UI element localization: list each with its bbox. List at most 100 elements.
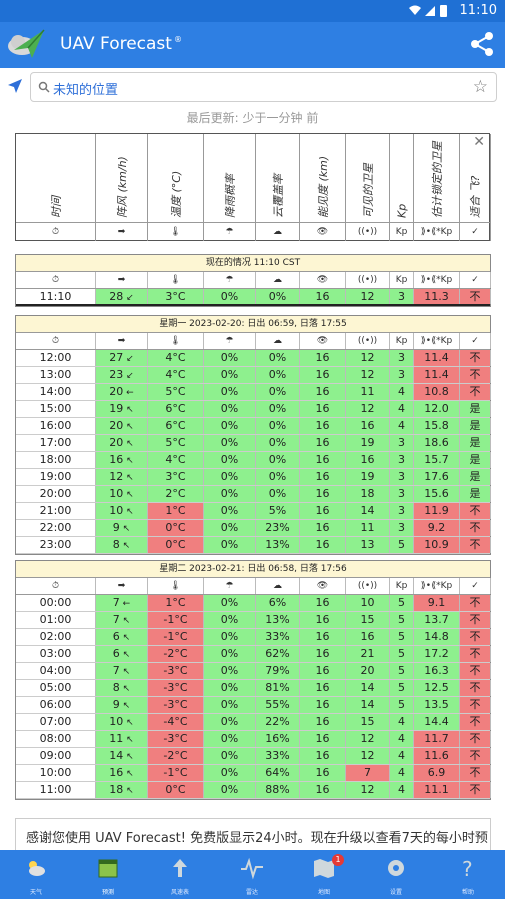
cell-vis: 16 xyxy=(300,765,346,781)
nav-item-gear[interactable]: 设置 xyxy=(360,850,432,899)
table-row[interactable]: 04:00 7 ↖ -3°C 0% 79% 16 20 5 16.3 不 xyxy=(16,663,491,680)
nav-item-weather[interactable]: 天气 xyxy=(0,850,72,899)
search-input[interactable]: 未知的位置 ☆ xyxy=(30,72,497,102)
icon-cell-temp: 🌡 xyxy=(148,333,204,349)
cell-locked: 10.9 xyxy=(414,537,460,553)
cell-locked: 11.9 xyxy=(414,503,460,519)
cell-rain: 0% xyxy=(204,367,256,383)
column-label-gust: 阵风 (km/h) xyxy=(115,156,129,218)
cell-cloud: 33% xyxy=(256,629,300,645)
table-row[interactable]: 16:00 20 ↖ 6°C 0% 0% 16 16 4 15.8 是 xyxy=(16,418,491,435)
cell-gust: 20 ↖ xyxy=(96,418,148,434)
cell-time: 08:00 xyxy=(16,731,96,747)
wind-direction-icon: ↖ xyxy=(123,473,134,483)
table-row[interactable]: 01:00 7 ↖ -1°C 0% 13% 16 15 5 13.7 不 xyxy=(16,612,491,629)
cell-locked: 18.6 xyxy=(414,435,460,451)
cell-rain: 0% xyxy=(204,452,256,468)
cell-time: 21:00 xyxy=(16,503,96,519)
icon-cell-time: ⏱ xyxy=(16,333,96,349)
cell-temp: -2°C xyxy=(148,646,204,662)
nav-item-wind-arrow[interactable]: 风速表 xyxy=(144,850,216,899)
cell-sats: 11 xyxy=(346,520,390,536)
cell-vis: 16 xyxy=(300,731,346,747)
table-row[interactable]: 05:00 8 ↖ -3°C 0% 81% 16 14 5 12.5 不 xyxy=(16,680,491,697)
cell-gust: 20 ↖ xyxy=(96,435,148,451)
cell-fly: 是 xyxy=(460,418,491,434)
table-row[interactable]: 00:00 7 ← 1°C 0% 6% 16 10 5 9.1 不 xyxy=(16,595,491,612)
cell-gust: 11 ↖ xyxy=(96,731,148,747)
cell-rain: 0% xyxy=(204,663,256,679)
cell-locked: 9.1 xyxy=(414,595,460,611)
cell-locked: 15.7 xyxy=(414,452,460,468)
cell-temp: -3°C xyxy=(148,680,204,696)
cell-fly: 不 xyxy=(460,612,491,628)
table-row[interactable]: 08:00 11 ↖ -3°C 0% 16% 16 12 4 11.7 不 xyxy=(16,731,491,748)
nav-item-pulse[interactable]: 雷达 xyxy=(216,850,288,899)
share-icon[interactable] xyxy=(469,31,495,57)
cell-sats: 13 xyxy=(346,537,390,553)
close-icon[interactable]: ✕ xyxy=(473,134,485,150)
icon-row: ⏱ ➡ 🌡 ☂ ☁ 👁 ((•)) Kp ⟫•⟪*Kp ✓ xyxy=(16,272,491,289)
cell-locked: 17.6 xyxy=(414,469,460,485)
nav-label: 设置 xyxy=(389,889,402,896)
cell-kp: 4 xyxy=(390,748,414,764)
current-conditions: 现在的情况 11:10 CST ⏱ ➡ 🌡 ☂ ☁ 👁 ((•)) Kp ⟫•⟪*Kp ✓ 11:10… xyxy=(15,254,491,307)
table-row[interactable]: 18:00 16 ↖ 4°C 0% 0% 16 16 3 15.7 是 xyxy=(16,452,491,469)
nav-item-help[interactable]: ? 帮助 xyxy=(432,850,504,899)
cell-temp: 0°C xyxy=(148,782,204,798)
table-row[interactable]: 02:00 6 ↖ -1°C 0% 33% 16 16 5 14.8 不 xyxy=(16,629,491,646)
icon-cell-kp: Kp xyxy=(390,333,414,349)
table-row[interactable]: 13:00 23 ↙ 4°C 0% 0% 16 12 3 11.4 不 xyxy=(16,367,491,384)
cell-kp: 4 xyxy=(390,731,414,747)
table-row[interactable]: 15:00 19 ↖ 6°C 0% 0% 16 12 4 12.0 是 xyxy=(16,401,491,418)
cell-cloud: 0% xyxy=(256,350,300,366)
icon-cell-temp: 🌡 xyxy=(148,272,204,288)
forecast-scroll[interactable]: ✕ 时间 ⏱ 阵风 (km/h) ➡ 温度 (°C) 🌡 降雨概率 ☂ 云覆盖率 ☁ 能见度 (km… xyxy=(0,130,505,850)
icon-cell-locked: ⟫•⟪*Kp xyxy=(414,272,460,288)
table-row[interactable]: 17:00 20 ↖ 5°C 0% 0% 16 19 3 18.6 是 xyxy=(16,435,491,452)
gust-value: 16 xyxy=(109,453,124,466)
table-row[interactable]: 03:00 6 ↖ -2°C 0% 62% 16 21 5 17.2 不 xyxy=(16,646,491,663)
gust-value: 7 xyxy=(112,613,120,626)
nav-item-map[interactable]: 1 地图 xyxy=(288,850,360,899)
cell-temp: -1°C xyxy=(148,612,204,628)
cell-locked: 11.6 xyxy=(414,748,460,764)
favorite-star-icon[interactable]: ☆ xyxy=(472,77,488,97)
cell-time: 07:00 xyxy=(16,714,96,730)
column-label-fly: 适合 飞? xyxy=(469,175,482,218)
cell-locked: 11.1 xyxy=(414,782,460,798)
table-row[interactable]: 06:00 9 ↖ -3°C 0% 55% 16 14 5 13.5 不 xyxy=(16,697,491,714)
table-row[interactable]: 09:00 14 ↖ -2°C 0% 33% 16 12 4 11.6 不 xyxy=(16,748,491,765)
icon-cell-cloud: ☁ xyxy=(256,578,300,594)
upgrade-promo[interactable]: 感谢您使用 UAV Forecast! 免费版显示24小时。现在升级以查看7天的… xyxy=(15,818,491,850)
table-row[interactable]: 19:00 12 ↖ 3°C 0% 0% 16 19 3 17.6 是 xyxy=(16,469,491,486)
table-row[interactable]: 22:00 9 ↖ 0°C 0% 23% 16 11 3 9.2 不 xyxy=(16,520,491,537)
gust-value: 18 xyxy=(109,783,124,796)
cell-sats: 11 xyxy=(346,384,390,400)
cell-temp: 1°C xyxy=(148,503,204,519)
cell-vis: 16 xyxy=(300,612,346,628)
cell-vis: 16 xyxy=(300,503,346,519)
table-row[interactable]: 20:00 10 ↖ 2°C 0% 0% 16 18 3 15.6 是 xyxy=(16,486,491,503)
table-row[interactable]: 23:00 8 ↖ 0°C 0% 13% 16 13 5 10.9 不 xyxy=(16,537,491,554)
cell-gust: 16 ↖ xyxy=(96,452,148,468)
cell-fly: 不 xyxy=(460,289,491,304)
table-row[interactable]: 14:00 20 ← 5°C 0% 0% 16 11 4 10.8 不 xyxy=(16,384,491,401)
cell-sats: 20 xyxy=(346,663,390,679)
cell-locked: 16.3 xyxy=(414,663,460,679)
cell-cloud: 88% xyxy=(256,782,300,798)
my-location-icon[interactable] xyxy=(6,77,24,95)
cell-kp: 3 xyxy=(390,367,414,383)
gust-value: 16 xyxy=(109,766,124,779)
table-row[interactable]: 07:00 10 ↖ -4°C 0% 22% 16 15 4 14.4 不 xyxy=(16,714,491,731)
icon-cell-vis: 👁 xyxy=(300,578,346,594)
cell-gust: 20 ← xyxy=(96,384,148,400)
table-row[interactable]: 12:00 27 ↙ 4°C 0% 0% 16 12 3 11.4 不 xyxy=(16,350,491,367)
table-row[interactable]: 11:00 18 ↖ 0°C 0% 88% 16 12 4 11.1 不 xyxy=(16,782,491,799)
table-row[interactable]: 21:00 10 ↖ 1°C 0% 5% 16 14 3 11.9 不 xyxy=(16,503,491,520)
table-row[interactable]: 11:10 28 ↙ 3°C 0% 0% 16 12 3 11.3 不 xyxy=(16,289,491,306)
cell-sats: 15 xyxy=(346,612,390,628)
table-row[interactable]: 10:00 16 ↖ -1°C 0% 64% 16 7 4 6.9 不 xyxy=(16,765,491,782)
cell-temp: -3°C xyxy=(148,663,204,679)
nav-item-forecast[interactable]: 预测 xyxy=(72,850,144,899)
